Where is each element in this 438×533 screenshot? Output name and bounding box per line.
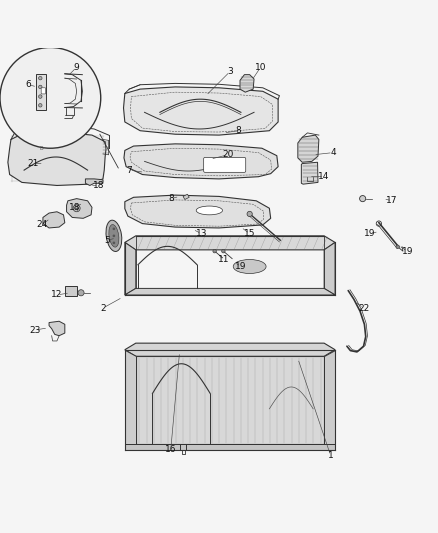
- Circle shape: [247, 211, 252, 216]
- Ellipse shape: [106, 220, 122, 252]
- Circle shape: [360, 196, 366, 201]
- Text: 18: 18: [69, 203, 80, 212]
- Polygon shape: [301, 162, 318, 184]
- Polygon shape: [240, 75, 254, 92]
- Circle shape: [113, 235, 115, 237]
- Text: 3: 3: [227, 67, 233, 76]
- Text: 1: 1: [328, 451, 334, 460]
- Polygon shape: [183, 194, 189, 199]
- Circle shape: [78, 290, 84, 296]
- FancyBboxPatch shape: [204, 157, 246, 172]
- Text: 22: 22: [358, 304, 369, 313]
- Text: 20: 20: [222, 150, 233, 159]
- Text: 19: 19: [235, 262, 247, 271]
- Polygon shape: [43, 212, 65, 228]
- Polygon shape: [125, 343, 335, 356]
- Polygon shape: [125, 288, 335, 295]
- Text: 24: 24: [36, 220, 47, 229]
- Ellipse shape: [109, 224, 119, 247]
- Circle shape: [39, 103, 42, 107]
- Polygon shape: [49, 321, 65, 336]
- Text: 2: 2: [100, 304, 106, 313]
- Polygon shape: [125, 350, 136, 444]
- Circle shape: [396, 245, 399, 248]
- Circle shape: [0, 47, 101, 148]
- Circle shape: [213, 249, 216, 253]
- Text: 16: 16: [165, 445, 177, 454]
- Polygon shape: [67, 199, 92, 219]
- Polygon shape: [125, 195, 271, 228]
- Text: 17: 17: [386, 196, 398, 205]
- Text: 19: 19: [364, 229, 376, 238]
- Text: 8: 8: [236, 126, 242, 135]
- Text: 19: 19: [402, 247, 413, 256]
- Text: 13: 13: [196, 229, 207, 238]
- Circle shape: [39, 85, 42, 88]
- Polygon shape: [85, 179, 103, 185]
- Text: 11: 11: [218, 255, 229, 264]
- Polygon shape: [125, 243, 136, 295]
- Circle shape: [113, 228, 115, 230]
- Text: 15: 15: [244, 229, 255, 238]
- Text: 21: 21: [27, 159, 39, 168]
- Polygon shape: [125, 444, 335, 449]
- Text: 4: 4: [330, 148, 336, 157]
- Polygon shape: [125, 236, 335, 250]
- Text: 6: 6: [25, 80, 32, 89]
- Polygon shape: [324, 243, 335, 295]
- Circle shape: [39, 76, 42, 80]
- Polygon shape: [8, 132, 106, 185]
- Circle shape: [39, 95, 42, 98]
- Text: 23: 23: [29, 326, 41, 335]
- Circle shape: [73, 205, 80, 212]
- Ellipse shape: [233, 260, 266, 273]
- Polygon shape: [36, 74, 46, 110]
- Polygon shape: [298, 135, 319, 162]
- Circle shape: [222, 249, 225, 253]
- FancyBboxPatch shape: [41, 88, 46, 94]
- Polygon shape: [124, 87, 278, 135]
- Text: 5: 5: [104, 236, 110, 245]
- Text: 9: 9: [74, 63, 80, 72]
- Ellipse shape: [196, 206, 223, 215]
- Polygon shape: [65, 286, 77, 296]
- Text: 14: 14: [318, 172, 330, 181]
- Polygon shape: [124, 144, 278, 179]
- Text: 7: 7: [126, 166, 132, 175]
- Polygon shape: [136, 356, 324, 444]
- Circle shape: [113, 241, 115, 244]
- Text: 8: 8: [168, 194, 174, 203]
- Text: 12: 12: [51, 290, 63, 300]
- Text: D: D: [40, 146, 43, 151]
- Text: 18: 18: [93, 181, 104, 190]
- Text: 10: 10: [255, 63, 266, 72]
- Polygon shape: [324, 350, 335, 444]
